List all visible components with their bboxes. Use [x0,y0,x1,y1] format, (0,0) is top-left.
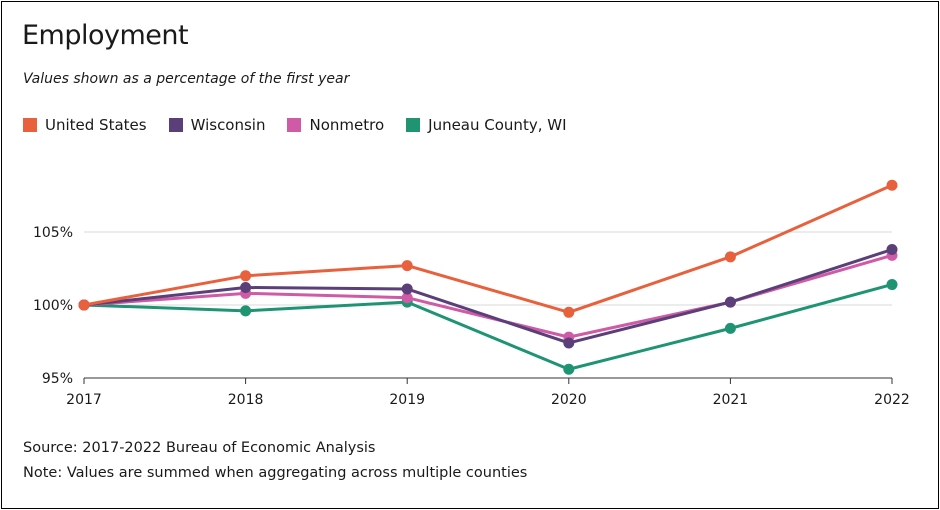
y-tick-label: 105% [33,225,73,241]
source-note: Source: 2017-2022 Bureau of Economic Ana… [23,440,376,456]
data-point-juneau-county-wi [724,322,736,334]
data-point-wisconsin [401,283,413,295]
legend-item-wisconsin[interactable]: Wisconsin [168,116,266,134]
legend-item-juneau-county[interactable]: Juneau County, WI [406,116,567,134]
series-line-juneau-county-wi [82,283,894,371]
data-point-wisconsin [724,296,736,308]
data-point-united-states [78,299,90,311]
y-tick-label: 100% [33,298,73,314]
data-point-united-states [401,260,413,272]
chart-title: Employment [22,20,189,51]
legend-swatch [168,118,183,132]
data-point-united-states [240,270,252,282]
x-tick-label: 2021 [713,392,749,408]
data-point-wisconsin [240,281,252,293]
x-tick-label: 2018 [228,392,264,408]
x-tick-label: 2020 [551,392,587,408]
x-tick-label: 2017 [66,392,102,408]
legend-item-united-states[interactable]: United States [23,116,147,134]
legend-item-nonmetro[interactable]: Nonmetro [287,116,384,134]
data-point-juneau-county-wi [240,305,252,317]
data-point-nonmetro [401,292,413,304]
series-line-united-states [82,183,894,314]
series-line-nonmetro [82,253,894,339]
data-point-united-states [886,179,898,191]
legend-label: Nonmetro [309,116,385,134]
x-tick-label: 2022 [874,392,910,408]
data-point-wisconsin [563,337,575,349]
data-point-united-states [724,251,736,263]
x-tick-label: 2019 [389,392,425,408]
legend-label: United States [45,116,147,134]
aggregation-note: Note: Values are summed when aggregating… [23,465,528,481]
legend-swatch [23,118,37,132]
data-point-juneau-county-wi [563,363,575,375]
legend-label: Wisconsin [190,116,266,134]
y-tick-label: 95% [42,371,73,387]
legend: United States Wisconsin Nonmetro Juneau … [23,116,589,134]
legend-label: Juneau County, WI [428,116,567,134]
data-point-juneau-county-wi [886,279,898,291]
chart-subtitle: Values shown as a percentage of the firs… [23,71,350,87]
series-line-wisconsin [82,248,894,345]
data-point-united-states [563,306,575,318]
legend-swatch [406,118,421,132]
legend-swatch [287,118,302,132]
data-point-wisconsin [886,244,898,256]
